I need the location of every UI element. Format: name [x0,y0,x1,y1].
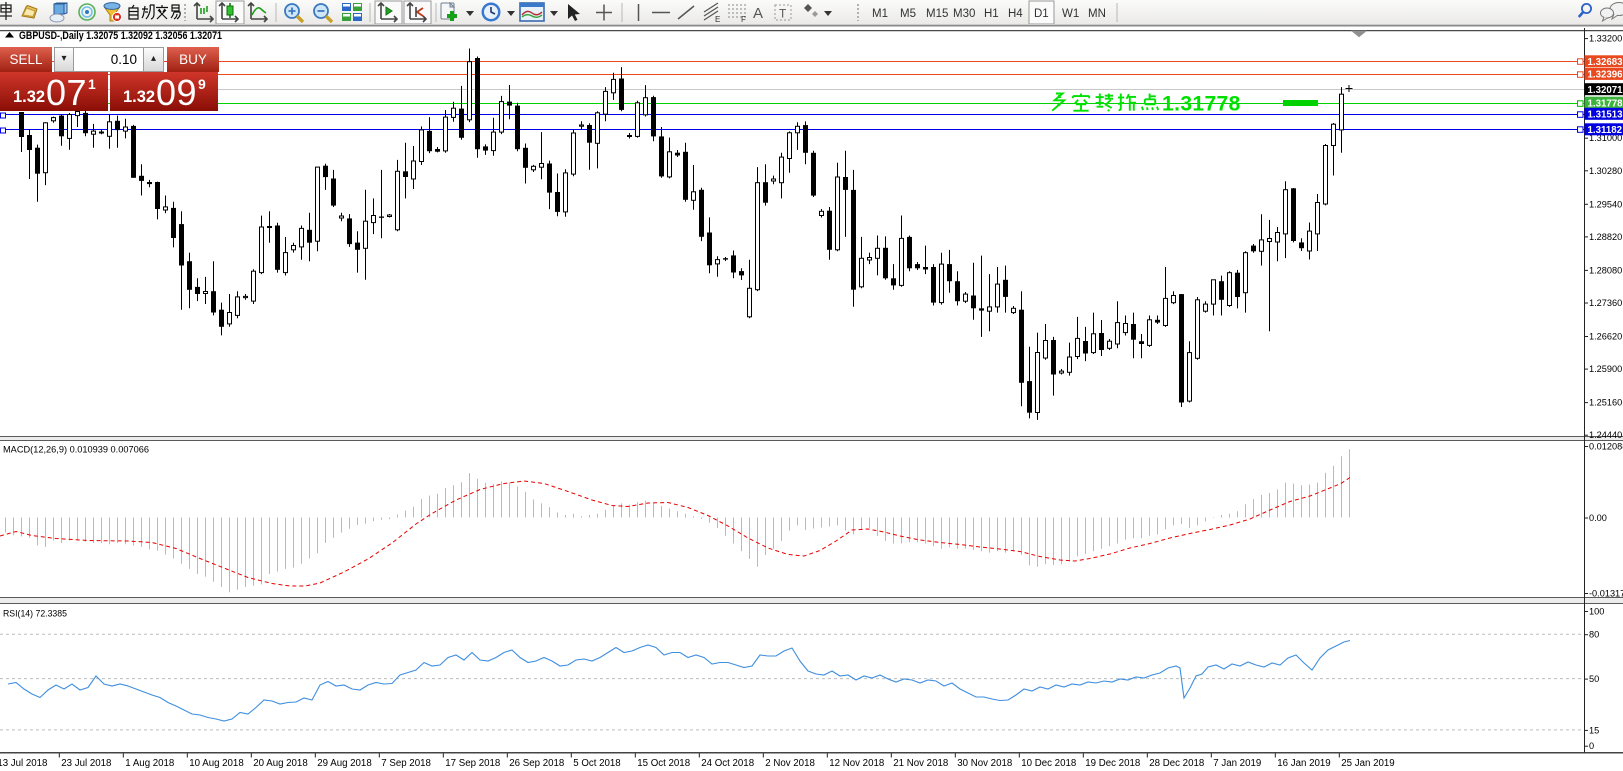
svg-text:1.26620: 1.26620 [1589,332,1622,342]
svg-text:1.28080: 1.28080 [1589,265,1622,275]
svg-text:1.32396: 1.32396 [1588,70,1623,81]
svg-text:100: 100 [1589,607,1604,617]
svg-text:0: 0 [1589,741,1594,751]
svg-text:1.31778: 1.31778 [1162,93,1241,116]
svg-text:23 Jul 2018: 23 Jul 2018 [61,758,111,769]
svg-text:1.31182: 1.31182 [1588,125,1622,136]
svg-text:10 Dec 2018: 10 Dec 2018 [1021,758,1076,769]
svg-text:GBPUSD-,Daily 1.32075 1.32092: GBPUSD-,Daily 1.32075 1.32092 1.32056 1.… [19,30,222,42]
svg-text:24 Oct 2018: 24 Oct 2018 [701,758,754,769]
svg-text:7 Jan 2019: 7 Jan 2019 [1213,758,1261,769]
svg-text:M15: M15 [926,8,948,20]
svg-text:M30: M30 [953,8,975,20]
svg-text:MACD(12,26,9) 0.010939 0.00706: MACD(12,26,9) 0.010939 0.007066 [3,445,149,455]
svg-text:1.25900: 1.25900 [1589,364,1622,374]
svg-text:1 Aug 2018: 1 Aug 2018 [125,758,174,769]
svg-text:15 Oct 2018: 15 Oct 2018 [637,758,690,769]
svg-text:0.00: 0.00 [1589,513,1607,523]
svg-text:H4: H4 [1008,8,1023,20]
svg-text:25 Jan 2019: 25 Jan 2019 [1341,758,1394,769]
svg-text:1.25160: 1.25160 [1589,398,1622,408]
svg-text:1.32683: 1.32683 [1588,57,1623,68]
svg-text:13 Jul 2018: 13 Jul 2018 [0,758,47,769]
svg-text:16 Jan 2019: 16 Jan 2019 [1277,758,1330,769]
svg-text:1.31778: 1.31778 [1588,98,1623,109]
svg-text:H1: H1 [984,8,999,20]
svg-text:1.31000: 1.31000 [1589,133,1622,143]
svg-text:28 Dec 2018: 28 Dec 2018 [1149,758,1204,769]
svg-text:26 Sep 2018: 26 Sep 2018 [509,758,564,769]
svg-text:1.32071: 1.32071 [1588,85,1623,96]
svg-text:1.24440: 1.24440 [1589,430,1622,440]
svg-text:7 Sep 2018: 7 Sep 2018 [381,758,431,769]
svg-text:T: T [779,7,787,21]
svg-text:-0.01317: -0.01317 [1589,589,1623,599]
svg-text:D1: D1 [1034,8,1049,20]
svg-text:1.33200: 1.33200 [1589,34,1622,44]
svg-text:M1: M1 [872,8,888,20]
svg-text:30 Nov 2018: 30 Nov 2018 [957,758,1012,769]
svg-text:1.29540: 1.29540 [1589,199,1622,209]
svg-text:21 Nov 2018: 21 Nov 2018 [893,758,948,769]
svg-text:5 Oct 2018: 5 Oct 2018 [573,758,620,769]
svg-text:10 Aug 2018: 10 Aug 2018 [189,758,243,769]
svg-text:17 Sep 2018: 17 Sep 2018 [445,758,500,769]
svg-text:15: 15 [1589,725,1599,735]
svg-text:1.31513: 1.31513 [1588,109,1623,120]
svg-text:MN: MN [1088,8,1106,20]
svg-text:A: A [753,5,763,22]
svg-text:0.012088: 0.012088 [1589,442,1623,452]
svg-text:29 Aug 2018: 29 Aug 2018 [317,758,371,769]
svg-text:F: F [741,15,746,24]
svg-text:2 Nov 2018: 2 Nov 2018 [765,758,815,769]
svg-text:M5: M5 [900,8,916,20]
svg-text:12 Nov 2018: 12 Nov 2018 [829,758,884,769]
svg-text:RSI(14) 72.3385: RSI(14) 72.3385 [3,609,67,619]
svg-text:50: 50 [1589,674,1599,684]
svg-text:20 Aug 2018: 20 Aug 2018 [253,758,307,769]
svg-text:W1: W1 [1062,8,1079,20]
svg-text:E: E [715,15,720,24]
svg-text:80: 80 [1589,630,1599,640]
svg-text:19 Dec 2018: 19 Dec 2018 [1085,758,1140,769]
svg-text:1.30280: 1.30280 [1589,166,1622,176]
svg-text:1.28820: 1.28820 [1589,232,1622,242]
svg-text:1.27360: 1.27360 [1589,298,1622,308]
